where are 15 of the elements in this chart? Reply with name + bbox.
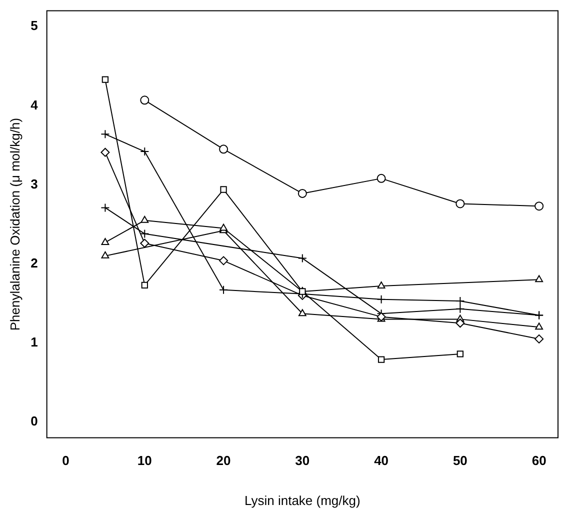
- y-tick-label: 1: [30, 334, 38, 350]
- x-tick-label: 10: [137, 453, 152, 468]
- y-tick-label: 3: [30, 176, 38, 192]
- y-tick-label: 5: [30, 18, 38, 34]
- x-tick-label: 20: [216, 453, 231, 468]
- x-axis-title: Lysin intake (mg/kg): [244, 492, 360, 508]
- y-tick-label: 2: [30, 255, 38, 270]
- y-axis-title: Phenylalanine Oxidation (μ mol/kg/h): [7, 118, 22, 331]
- y-tick-label: 4: [30, 97, 39, 112]
- x-tick-label: 40: [374, 453, 389, 468]
- x-tick-label: 30: [295, 453, 310, 468]
- x-tick-label: 60: [532, 453, 546, 468]
- x-tick-label: 0: [62, 453, 70, 468]
- y-tick-label: 0: [30, 414, 38, 429]
- x-tick-label: 50: [452, 453, 468, 468]
